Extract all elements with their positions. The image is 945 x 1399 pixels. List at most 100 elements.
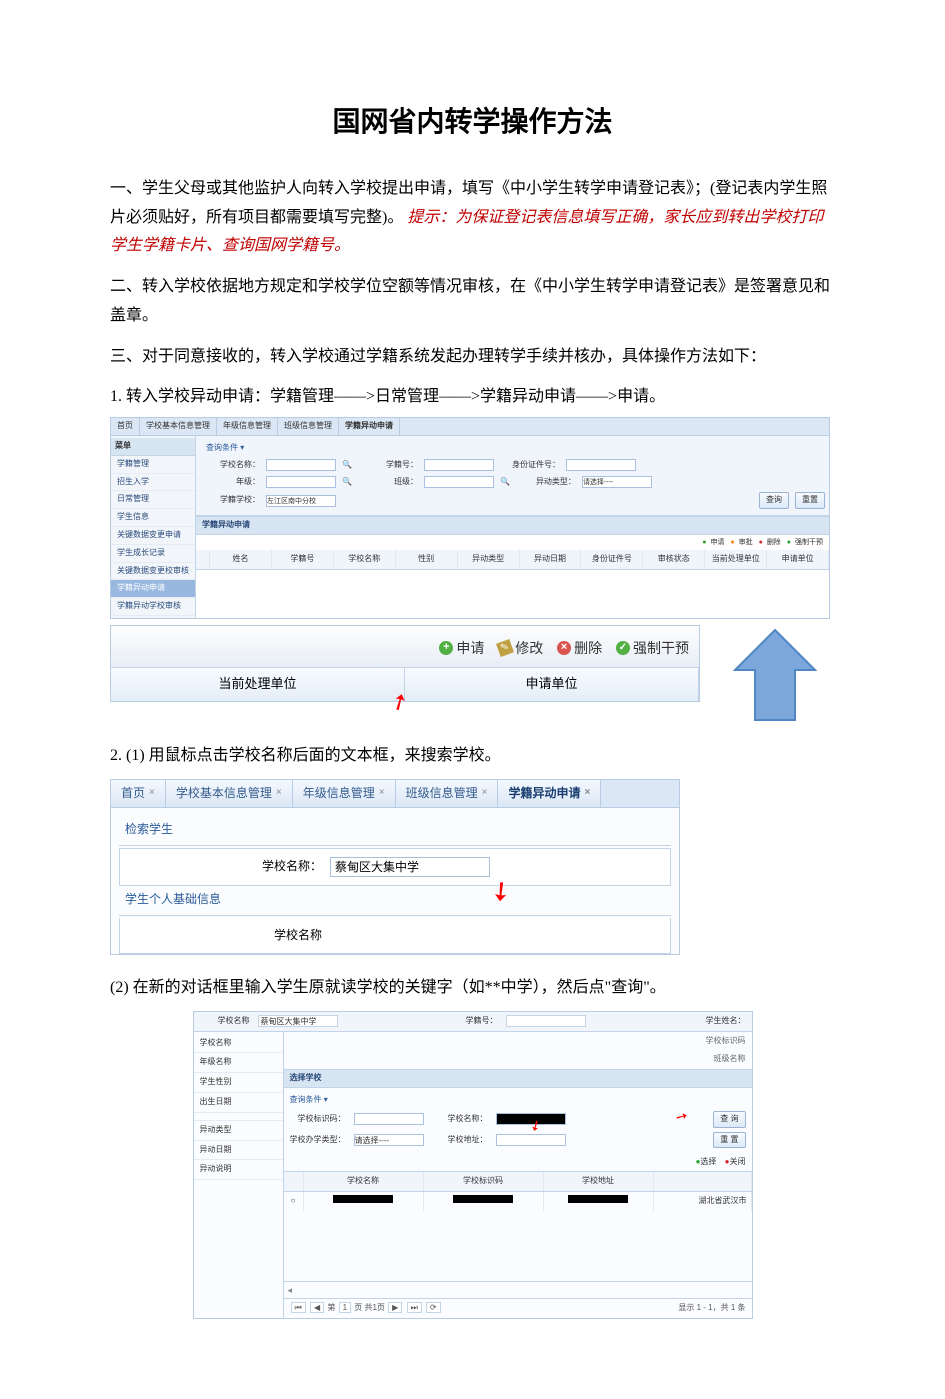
reset-button[interactable]: 重置 [795, 492, 825, 509]
sidebar-title: 菜单 [111, 438, 195, 456]
close-icon[interactable]: × [379, 785, 385, 801]
label: 异动类型： [516, 476, 576, 489]
table-row[interactable]: ○ 湖北省武汉市 [284, 1192, 752, 1211]
cell: 湖北省武汉市 [654, 1192, 752, 1211]
class-input[interactable] [424, 476, 494, 488]
paragraph-1: 一、学生父母或其他监护人向转入学校提出申请，填写《中小学生转学申请登记表》；(登… [110, 175, 835, 261]
plus-icon: + [439, 641, 453, 655]
force-button[interactable]: ✓强制干预 [616, 637, 689, 659]
form-row-label: 年级名称 [194, 1053, 283, 1073]
filter-dropdown[interactable]: 查询条件 ▾ [290, 1092, 746, 1109]
label: 学校名称： [432, 1113, 488, 1126]
label: 学校名称： [200, 459, 260, 472]
paragraph-2: 二、转入学校依据地方规定和学校学位空额等情况审核，在《中小学生转学申请登记表》是… [110, 273, 835, 331]
toolbar-legend: 申请 审批 删除 强制干预 [196, 535, 829, 550]
form-row-label: 异动说明 [194, 1160, 283, 1180]
close-icon[interactable]: × [584, 785, 590, 801]
page-title: 国网省内转学操作方法 [110, 100, 835, 145]
class-school-select[interactable]: 左江区南中分校 [266, 495, 336, 507]
apply-button[interactable]: +申请 [439, 637, 484, 659]
tab[interactable]: 首页× [111, 780, 166, 807]
close-icon[interactable]: × [149, 785, 155, 801]
pager-page[interactable]: 1 [339, 1302, 351, 1313]
pager-next[interactable]: ▶ [388, 1302, 402, 1313]
tab[interactable]: 班级信息管理 [278, 418, 339, 435]
edit-icon: ✎ [496, 639, 514, 657]
screenshot-3: 学校名称 蔡甸区大集中学 学籍号： 学生姓名： 学校名称 年级名称 学生性别 出… [193, 1011, 753, 1319]
up-arrow-icon [720, 625, 830, 725]
query-button[interactable]: 查询 [759, 492, 789, 509]
modify-button[interactable]: ✎修改 [498, 637, 543, 659]
tab[interactable]: 班级信息管理× [396, 780, 499, 807]
xuejie-value [506, 1015, 586, 1027]
table-header: 姓名 学籍号 学校名称 性别 异动类型 异动日期 身份证件号 审核状态 当前处理… [196, 550, 829, 570]
section-label: 检索学生 [119, 816, 671, 843]
delete-button[interactable]: ×删除 [557, 637, 602, 659]
dept-select[interactable]: 请选择---- [354, 1134, 424, 1146]
sidebar-item[interactable]: 学生信息 [111, 509, 195, 527]
school-code-lbl: 学校标识码 [284, 1032, 752, 1051]
form-row-label: 异动日期 [194, 1141, 283, 1161]
sidebar: 菜单 学籍管理 招生入学 日常管理 学生信息 关键数据变更申请 学生成长记录 关… [111, 436, 196, 618]
redacted [333, 1195, 393, 1203]
sidebar-item-active[interactable]: 学籍异动申请 [111, 580, 195, 598]
check-icon: ✓ [616, 641, 630, 655]
search-icon[interactable]: 🔍 [342, 459, 352, 472]
reset-button[interactable]: 重 置 [713, 1132, 745, 1149]
label: 学籍学校： [200, 494, 260, 507]
tab-active[interactable]: 学籍异动申请 [339, 418, 400, 435]
close-icon[interactable]: × [276, 785, 282, 801]
section-label: 学生个人基础信息 [119, 886, 671, 913]
xuejie-input[interactable] [424, 459, 494, 471]
pager: ⏮ ◀ 第 1 页 共1页 ▶ ⏭ ⟳ 显示 1 - 1，共 1 条 [284, 1298, 752, 1318]
school-name-input[interactable] [266, 459, 336, 471]
readonly-value: 蔡甸区大集中学 [258, 1015, 338, 1027]
toolbar: +申请 ✎修改 ×删除 ✓强制干预 [111, 626, 699, 668]
sidebar-item[interactable]: 关键数据变更校审核 [111, 563, 195, 581]
label: 年级： [200, 476, 260, 489]
grade-input[interactable] [266, 476, 336, 488]
tab-active[interactable]: 学籍异动申请× [498, 780, 601, 807]
form-row-label: 异动类型 [194, 1121, 283, 1141]
step-1: 1. 转入学校异动申请：学籍管理——>日常管理——>学籍异动申请——>申请。 [110, 384, 835, 410]
tab[interactable]: 学校基本信息管理 [140, 418, 217, 435]
redacted [568, 1195, 628, 1203]
sidebar-item[interactable]: 学生成长记录 [111, 545, 195, 563]
label: 学生姓名： [696, 1015, 746, 1028]
step-2-1: 2. (1) 用鼠标点击学校名称后面的文本框，来搜索学校。 [110, 743, 835, 769]
code-input[interactable] [354, 1113, 424, 1125]
pager-refresh[interactable]: ⟳ [426, 1302, 441, 1313]
tab[interactable]: 学校基本信息管理× [166, 780, 293, 807]
sidebar-item[interactable]: 学籍管理 [111, 456, 195, 474]
form-row-label: 学生性别 [194, 1073, 283, 1093]
sidebar-item[interactable]: 关键数据变更申请 [111, 527, 195, 545]
pager-last[interactable]: ⏭ [407, 1302, 422, 1313]
search-icon[interactable]: 🔍 [342, 476, 352, 489]
screenshot-2: 首页× 学校基本信息管理× 年级信息管理× 班级信息管理× 学籍异动申请× 检索… [110, 779, 680, 956]
addr-input[interactable] [496, 1134, 566, 1146]
sidebar-item[interactable]: 招生入学 [111, 474, 195, 492]
sidebar-item[interactable]: 日常管理 [111, 491, 195, 509]
form-left: 学校名称 年级名称 学生性别 出生日期 异动类型 异动日期 异动说明 [194, 1032, 284, 1318]
search-icon[interactable]: 🔍 [500, 476, 510, 489]
table-empty [196, 570, 829, 600]
id-input[interactable] [566, 459, 636, 471]
pager-prev[interactable]: ◀ [310, 1302, 324, 1313]
filter-dropdown[interactable]: 查询条件 ▾ [200, 440, 825, 457]
label: 学校标识码： [290, 1113, 346, 1126]
section-title: 学籍异动申请 [196, 516, 829, 535]
tab[interactable]: 首页 [111, 418, 140, 435]
row-radio[interactable]: ○ [284, 1192, 304, 1211]
tab[interactable]: 年级信息管理 [217, 418, 278, 435]
school-name-input[interactable] [330, 857, 490, 877]
tab[interactable]: 年级信息管理× [293, 780, 396, 807]
step-2-2: (2) 在新的对话框里输入学生原就读学校的关键字（如**中学），然后点"查询"。 [110, 975, 835, 1001]
form-row-label: 学校名称 [194, 1034, 283, 1054]
query-button[interactable]: 查 询 [713, 1111, 745, 1128]
label: 学籍号： [448, 1015, 498, 1028]
column-header: 当前处理单位 ➚ [111, 668, 405, 701]
sidebar-item[interactable]: 学籍异动学校审核 [111, 598, 195, 616]
close-icon[interactable]: × [482, 785, 488, 801]
pager-first[interactable]: ⏮ [291, 1302, 306, 1313]
move-select[interactable]: 请选择---- [582, 476, 652, 488]
